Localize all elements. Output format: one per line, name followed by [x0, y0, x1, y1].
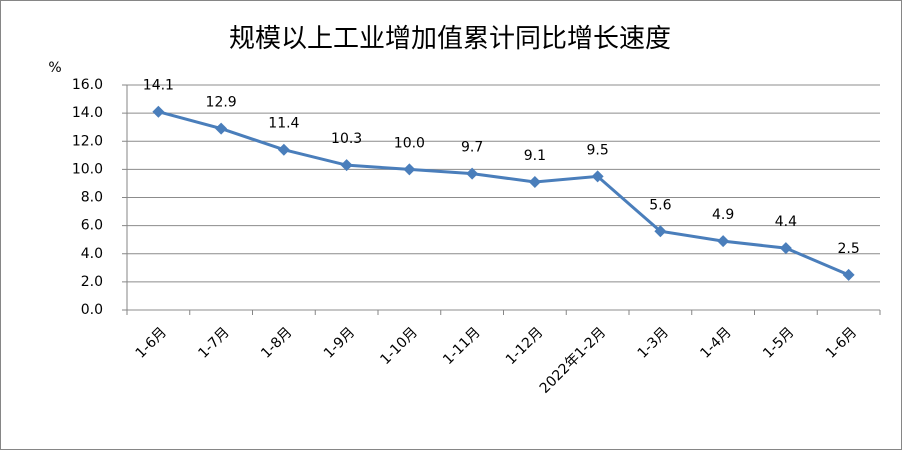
data-label: 10.3 [331, 131, 362, 147]
y-tick-label: 2.0 [81, 274, 103, 290]
data-label: 9.7 [461, 140, 483, 156]
data-point [654, 225, 667, 238]
data-line [157, 110, 850, 277]
data-point [403, 163, 416, 176]
data-point [340, 159, 353, 172]
data-point [277, 143, 290, 156]
data-label: 12.9 [206, 95, 237, 111]
data-label: 4.9 [712, 207, 734, 223]
data-label: 5.6 [649, 197, 671, 213]
data-point [779, 242, 792, 255]
data-label: 14.1 [143, 78, 174, 94]
data-label: 9.5 [586, 142, 608, 158]
data-label: 10.0 [394, 135, 425, 151]
chart-title: 规模以上工业增加值累计同比增长速度 [229, 24, 671, 54]
y-tick-label: 12.0 [72, 133, 103, 149]
y-unit: % [48, 60, 61, 76]
y-tick-label: 6.0 [81, 218, 103, 234]
y-tick-label: 14.0 [72, 105, 103, 121]
data-label: 4.4 [775, 214, 797, 230]
data-point [591, 170, 604, 183]
y-tick-label: 8.0 [81, 190, 103, 206]
y-tick-label: 0.0 [81, 302, 103, 318]
data-point [528, 176, 541, 189]
data-point [152, 105, 165, 118]
data-point [215, 122, 228, 135]
y-tick-label: 10.0 [72, 161, 103, 177]
y-tick-label: 16.0 [72, 77, 103, 93]
y-tick-label: 4.0 [81, 246, 103, 262]
data-point [842, 268, 855, 281]
data-point [466, 167, 479, 180]
data-label: 9.1 [524, 148, 546, 164]
data-label: 11.4 [268, 116, 299, 132]
data-point [717, 235, 730, 248]
data-label: 2.5 [837, 241, 859, 257]
